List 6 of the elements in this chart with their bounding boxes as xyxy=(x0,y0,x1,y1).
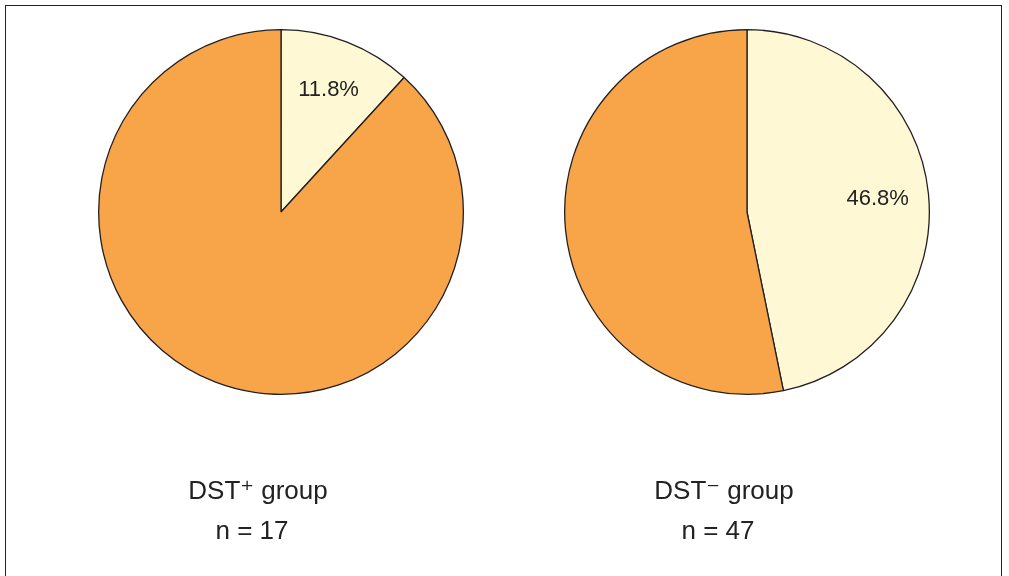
data-label: 11.8% xyxy=(298,75,359,101)
text: n = 47 xyxy=(680,514,756,547)
data-label: 46.8% xyxy=(846,184,909,210)
text: n = 17 xyxy=(214,514,290,547)
text: DST⁺ group xyxy=(187,474,329,507)
text: DST⁻ group xyxy=(653,474,795,507)
